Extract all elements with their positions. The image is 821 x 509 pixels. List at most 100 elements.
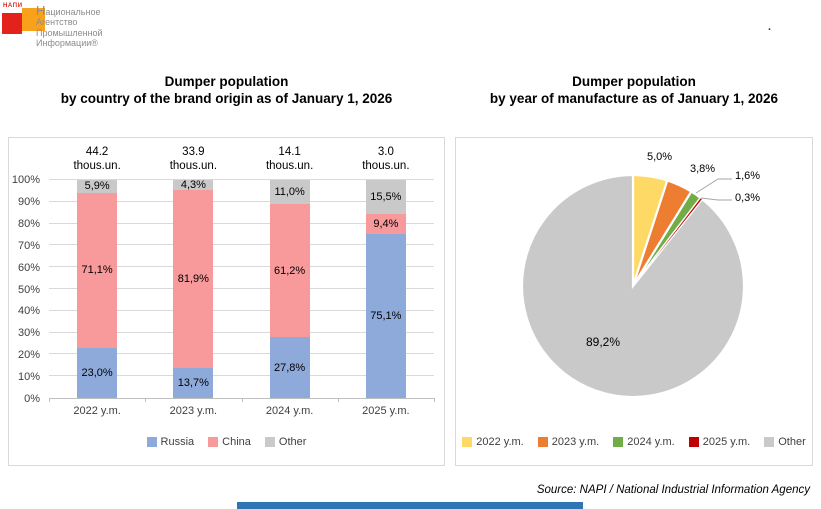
pie-chart [520, 173, 746, 399]
y-tick-label: 0% [24, 393, 40, 405]
pie-chart-title-line2: by year of manufacture as of January 1, … [489, 91, 779, 106]
legend-item: Russia [146, 436, 194, 448]
bar-segment-russia: 13,7% [173, 368, 214, 398]
bar-total: 3.0 thous.un. [338, 145, 434, 173]
x-category-label: 2024 y.m. [265, 405, 314, 417]
logo-name-line: Информации® [36, 38, 98, 49]
y-tick-label: 90% [17, 195, 40, 208]
y-tick-label: 40% [17, 305, 40, 318]
x-axis-tick [337, 398, 339, 402]
bar-segment-label: 9,4% [373, 218, 399, 231]
bar-plot: 23,0% 71,1% 5,9% 13,7% 81,9% 4,3% 27,8% 61,2% 11… [49, 178, 435, 402]
x-axis-tick [49, 398, 50, 402]
gridline [49, 266, 434, 268]
bar-legend: Russia China Other [9, 436, 444, 448]
bar-chart-title: Dumper population by country of the bran… [8, 73, 445, 107]
legend-swatch [264, 437, 275, 447]
bar-segment-label: 23,0% [81, 366, 113, 379]
bar-segment-russia: 27,8% [269, 337, 310, 398]
gridline [49, 288, 434, 289]
logo-orange-square [22, 8, 45, 31]
bar-segment-china: 81,9% [173, 189, 214, 369]
legend-item: Other [764, 436, 806, 448]
bar-total: 44.2 thous.un. [49, 145, 145, 173]
bar-segment-china: 9,4% [365, 213, 406, 235]
legend-swatch [146, 437, 157, 447]
legend-item: 2023 y.m. [537, 436, 600, 448]
bar-stack: 27,8% 61,2% 11,0% [269, 180, 310, 398]
gridline [49, 200, 434, 202]
bar-segment-other: 11,0% [269, 180, 310, 204]
bar-segment-label: 75,1% [370, 310, 402, 323]
logo-abbr-text: НАПИ [3, 3, 23, 9]
legend-item: 2022 y.m. [462, 436, 524, 448]
bar-segment-china: 71,1% [77, 192, 118, 348]
bar-segment-label: 71,1% [81, 264, 113, 277]
gridline [49, 375, 434, 377]
y-tick-label: 30% [17, 327, 40, 340]
bar-segment-china: 61,2% [269, 204, 310, 338]
bar-stack: 13,7% 81,9% 4,3% [173, 178, 214, 398]
bar-total-value: 44.2 [85, 146, 109, 158]
x-axis-tick [434, 398, 435, 402]
bar-totals-row: 44.2 thous.un. 33.9 thous.un. 14.1 thous.un. 3… [49, 145, 434, 173]
y-tick-label: 10% [17, 371, 40, 384]
bar-chart-title-line2: by country of the brand origin as of Jan… [60, 91, 393, 106]
logo-name: Национальное Агентство Промышленной Инфо… [36, 3, 103, 49]
bar-segment-label: 4,3% [180, 178, 206, 191]
legend-label: Other [278, 436, 307, 448]
x-axis-tick [145, 398, 147, 402]
logo-name-line: Национальное [36, 3, 101, 18]
legend-swatch [688, 437, 699, 447]
bar-chart-title-line1: Dumper population [164, 74, 289, 89]
y-tick-label: 70% [17, 239, 40, 252]
bar-y-axis: 0% 10% 20% 30% 40% 50% 60% 70% 80% 90% 100% [9, 174, 44, 405]
logo-red-square [2, 13, 22, 34]
logo-name-line: Агентство [36, 17, 78, 28]
bar-stack: 75,1% 9,4% 15,5% [365, 180, 406, 398]
bar-segment-other: 15,5% [365, 180, 406, 214]
gridline [49, 353, 434, 355]
pie-chart-title-line1: Dumper population [572, 74, 696, 89]
bar-segment-label: 61,2% [274, 264, 306, 277]
legend-label: 2023 y.m. [551, 436, 600, 448]
bar-segment-label: 13,7% [177, 377, 209, 390]
legend-swatch [537, 437, 548, 447]
gridline [49, 244, 434, 246]
bar-segment-label: 5,9% [84, 180, 110, 193]
pie-chart-panel: 5,0% 3,8% 1,6% 0,3% 89,2% 2022 y.m. 2023 … [455, 137, 813, 466]
legend-label: 2024 y.m. [627, 436, 675, 448]
bar-total-unit: thous.un. [73, 160, 121, 172]
x-category-label: 2025 y.m. [362, 405, 410, 417]
pie-chart-title: Dumper population by year of manufacture… [455, 73, 813, 107]
legend-item: China [208, 436, 251, 448]
bar-column: 23,0% 71,1% 5,9% [49, 180, 145, 398]
bar-segment-label: 15,5% [370, 190, 402, 203]
legend-label: China [222, 436, 251, 448]
y-tick-label: 100% [11, 174, 40, 186]
bar-segment-russia: 23,0% [77, 347, 118, 398]
bar-segment-russia: 75,1% [365, 234, 406, 398]
pie-slice-label-2025: 0,3% [735, 192, 761, 204]
bar-segment-label: 81,9% [177, 272, 209, 285]
legend-swatch [462, 437, 473, 447]
bar-total-unit: thous.un. [169, 160, 218, 172]
bar-x-axis: 2022 y.m. 2023 y.m. 2024 y.m. 2025 y.m. [49, 405, 434, 417]
legend-item: Other [264, 436, 307, 448]
bar-column: 75,1% 9,4% 15,5% [338, 180, 434, 398]
bar-total-unit: thous.un. [362, 160, 410, 172]
legend-item: 2025 y.m. [688, 436, 751, 448]
bar-segment-label: 27,8% [274, 361, 306, 374]
legend-label: Other [778, 436, 806, 448]
y-tick-label: 50% [17, 283, 40, 296]
bar-column: 27,8% 61,2% 11,0% [242, 180, 338, 398]
legend-label: 2025 y.m. [702, 436, 751, 448]
bar-segment-label: 11,0% [274, 186, 305, 199]
bottom-accent-bar [237, 502, 583, 509]
bar-total: 14.1 thous.un. [242, 145, 338, 173]
pie-slice-label-2023: 3,8% [690, 163, 716, 175]
y-tick-label: 80% [17, 217, 40, 230]
gridline [49, 179, 434, 180]
legend-swatch [613, 437, 624, 447]
bar-segment-other: 5,9% [77, 180, 118, 193]
